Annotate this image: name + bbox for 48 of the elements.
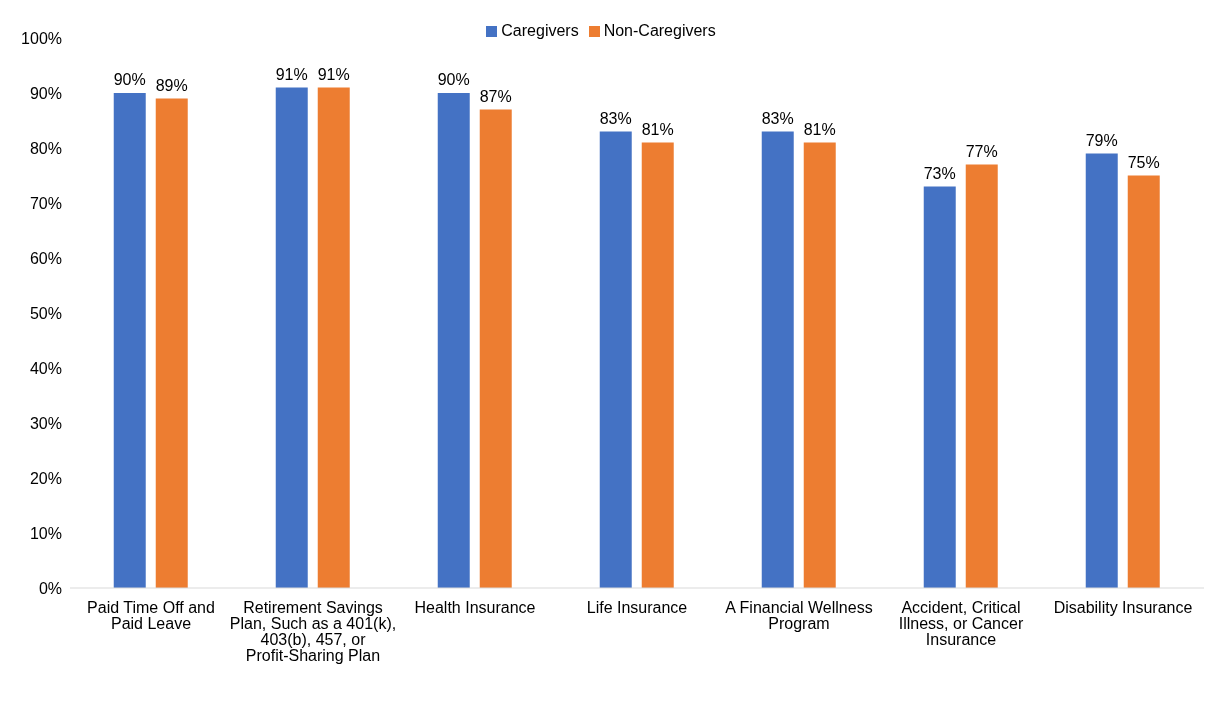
y-tick-label: 20% — [29, 469, 62, 487]
bar — [641, 142, 674, 588]
data-label: 79% — [1085, 131, 1118, 149]
bar — [923, 186, 956, 588]
data-label: 89% — [155, 76, 188, 94]
bar — [965, 164, 998, 588]
bar — [437, 93, 470, 588]
bar — [1085, 153, 1118, 588]
bar — [1127, 175, 1160, 588]
y-tick-label: 100% — [21, 29, 62, 47]
data-label: 90% — [437, 71, 470, 88]
data-label: 81% — [641, 120, 674, 138]
y-tick-label: 70% — [29, 194, 62, 212]
x-tick-label: A Financial Wellness Program — [725, 599, 873, 633]
bar — [155, 98, 188, 588]
x-tick-label: Accident, Critical Illness, or Cancer Insurance — [898, 599, 1024, 649]
data-label: 83% — [599, 109, 632, 127]
legend-label: Non-Caregivers — [603, 22, 716, 39]
y-tick-label: 80% — [29, 139, 62, 157]
y-tick-label: 0% — [38, 579, 62, 597]
data-label: 90% — [113, 71, 146, 88]
bar — [275, 87, 308, 588]
data-label: 73% — [923, 164, 956, 182]
bar — [761, 131, 794, 588]
bar — [113, 93, 146, 588]
y-tick-label: 90% — [29, 84, 62, 102]
data-label: 75% — [1127, 153, 1160, 171]
x-tick-label: Disability Insurance — [1053, 599, 1193, 617]
bar — [317, 87, 350, 588]
bar — [479, 109, 512, 588]
y-tick-label: 50% — [29, 304, 62, 322]
x-tick-label: Retirement Savings Plan, Such as a 401(k), 403(b), 457, or Profit-Sharing Plan — [229, 599, 397, 665]
y-tick-label: 60% — [29, 249, 62, 267]
legend-label: Caregivers — [501, 22, 579, 39]
y-tick-label: 30% — [29, 414, 62, 432]
data-label: 91% — [275, 65, 308, 83]
data-label: 81% — [803, 120, 836, 138]
x-tick-label: Life Insurance — [586, 599, 688, 617]
bar — [599, 131, 632, 588]
data-label: 87% — [479, 87, 512, 105]
data-label: 77% — [965, 142, 998, 160]
y-tick-label: 40% — [29, 359, 62, 377]
x-tick-label: Health Insurance — [414, 599, 536, 617]
data-label: 91% — [317, 65, 350, 83]
x-tick-label: Paid Time Off and Paid Leave — [87, 599, 215, 633]
data-label: 83% — [761, 109, 794, 127]
y-tick-label: 10% — [29, 524, 62, 542]
bar — [803, 142, 836, 588]
